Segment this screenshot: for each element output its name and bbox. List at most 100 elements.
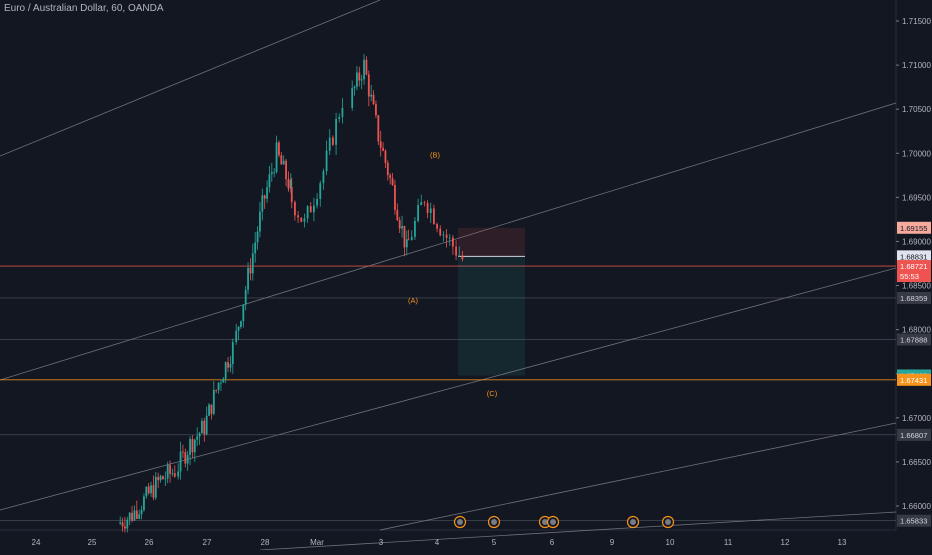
candle-body xyxy=(261,195,264,212)
candle-body xyxy=(328,137,331,151)
candle-body xyxy=(198,433,201,437)
x-tick-label: 6 xyxy=(550,538,555,547)
candle-body xyxy=(433,208,435,225)
wave-annotation: (C) xyxy=(487,389,498,398)
candle-body xyxy=(325,150,328,172)
x-tick-label: 25 xyxy=(88,538,97,547)
candle-body xyxy=(121,522,124,527)
candle-body xyxy=(201,420,203,434)
y-tick-label: 1.69000 xyxy=(902,237,931,246)
candle-body xyxy=(191,439,194,453)
x-tick-label: 10 xyxy=(666,538,675,547)
candle-body xyxy=(256,231,259,243)
candle-body xyxy=(442,234,445,236)
candle-body xyxy=(332,137,334,145)
candle-body xyxy=(224,362,227,379)
candle-body xyxy=(403,225,406,248)
candle-body xyxy=(273,171,276,173)
candle-body xyxy=(124,526,126,529)
candle-body xyxy=(417,205,419,221)
y-tick-label: 1.68500 xyxy=(902,282,931,291)
candle-body xyxy=(244,289,247,305)
candle-body xyxy=(147,486,150,494)
candle-body xyxy=(405,239,408,248)
candle-body xyxy=(203,420,206,435)
candle-body xyxy=(247,267,249,290)
candle-body xyxy=(322,171,325,184)
event-icon-dot xyxy=(457,519,463,525)
candle-body xyxy=(360,79,363,81)
candle-body xyxy=(384,150,387,163)
candle-body xyxy=(184,452,187,464)
candle-body xyxy=(164,478,167,480)
candle-body xyxy=(133,510,136,521)
candle-body xyxy=(140,509,143,515)
candle-body xyxy=(268,174,271,188)
candle-body xyxy=(240,321,242,327)
candle-body xyxy=(217,382,220,391)
candle-body xyxy=(353,86,356,89)
candle-body xyxy=(150,485,152,494)
candle-body xyxy=(138,514,141,519)
candle-body xyxy=(196,436,199,440)
candle-body xyxy=(319,183,322,199)
candle-body xyxy=(237,326,240,331)
candle-body xyxy=(303,218,306,222)
x-tick-label: 26 xyxy=(145,538,154,547)
candle-body xyxy=(407,239,410,241)
candle-body xyxy=(294,202,296,216)
candle-body xyxy=(215,389,218,391)
candle-body xyxy=(280,155,283,165)
candle-body xyxy=(119,522,122,524)
price-label-text: 1.68721 xyxy=(900,262,927,271)
candle-body xyxy=(414,220,416,237)
candle-body xyxy=(306,206,309,219)
candle-body xyxy=(448,237,451,239)
position-stop-zone xyxy=(458,227,525,257)
candle-body xyxy=(287,179,290,188)
candle-body xyxy=(263,195,266,199)
candle-body xyxy=(157,476,160,481)
candle-body xyxy=(426,202,429,214)
trend-line-0 xyxy=(0,0,381,157)
candle-body xyxy=(377,115,380,142)
trend-line-2 xyxy=(0,267,897,511)
candle-body xyxy=(220,382,222,384)
candle-body xyxy=(313,205,315,213)
trend-line-3 xyxy=(379,422,897,531)
candle-body xyxy=(445,234,448,238)
candle-body xyxy=(382,147,384,151)
candle-body xyxy=(152,485,155,498)
event-icon-dot xyxy=(665,519,671,525)
candle-body xyxy=(335,118,337,145)
chart-title: Euro / Australian Dollar, 60, OANDA xyxy=(4,3,164,14)
x-tick-label: 13 xyxy=(838,538,847,547)
candle-body xyxy=(154,476,157,498)
y-tick-label: 1.66000 xyxy=(902,502,931,511)
event-icon-dot xyxy=(542,519,548,525)
candle-body xyxy=(297,215,299,218)
candle-body xyxy=(131,512,133,521)
y-tick-label: 1.71000 xyxy=(902,61,931,70)
candle-body xyxy=(159,476,162,481)
candle-body xyxy=(389,175,392,179)
price-label-box xyxy=(897,270,931,283)
candle-body xyxy=(171,473,174,475)
candle-body xyxy=(420,202,423,206)
y-tick-label: 1.70000 xyxy=(902,149,931,158)
price-label-text: 1.67888 xyxy=(900,336,927,345)
y-tick-label: 1.69500 xyxy=(902,193,931,202)
candle-body xyxy=(169,465,171,474)
candle-body xyxy=(222,378,225,383)
candle-body xyxy=(254,242,257,254)
candle-body xyxy=(166,465,169,479)
price-label-text: 1.68831 xyxy=(900,252,927,261)
candle-body xyxy=(341,107,344,118)
position-target-zone xyxy=(458,256,525,376)
price-label-box xyxy=(897,221,931,234)
candle-body xyxy=(249,267,252,274)
candle-body xyxy=(358,72,361,81)
